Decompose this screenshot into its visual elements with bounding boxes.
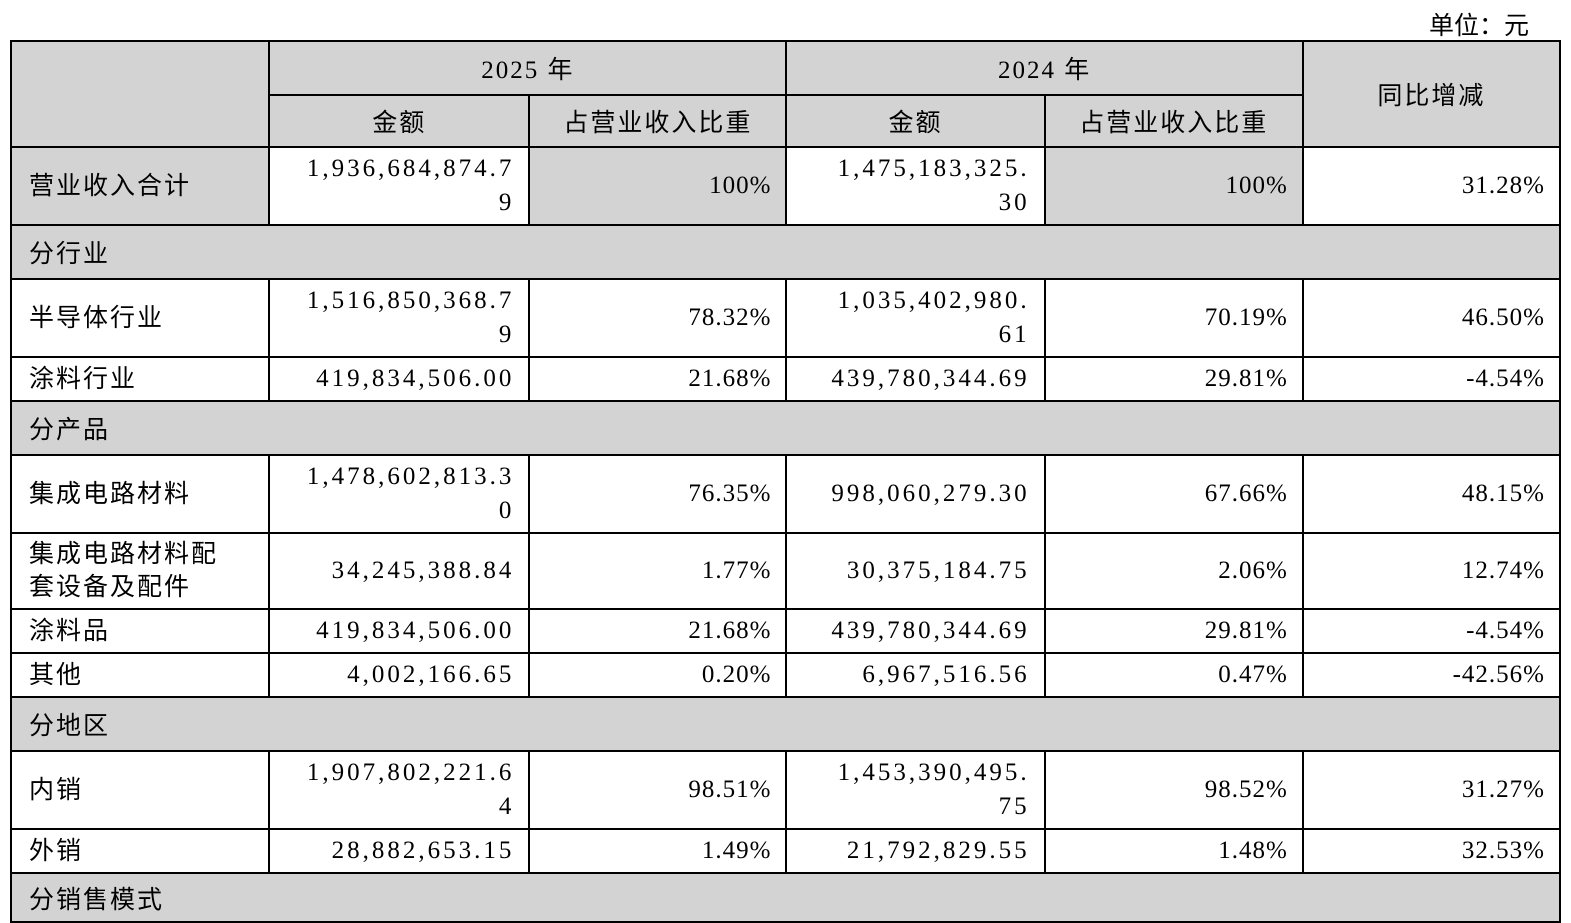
amount-2024: 30,375,184.75 (785, 532, 1046, 610)
share-2025: 21.68% (528, 356, 788, 402)
share-2024: 100% (1043, 146, 1304, 226)
share-2024: 70.19% (1043, 278, 1304, 358)
yoy-change: 48.15% (1301, 454, 1562, 534)
share-2025: 1.77% (528, 532, 788, 610)
row-label: 营业收入合计 (9, 146, 271, 226)
amount-2025: 1,907,802,221.64 (268, 750, 531, 830)
header-year-2025: 2025 年 (268, 40, 788, 96)
yoy-change: -4.54% (1301, 608, 1562, 654)
share-2024: 67.66% (1043, 454, 1304, 534)
amount-2024: 1,475,183,325.30 (785, 146, 1046, 226)
amount-2024: 439,780,344.69 (785, 356, 1046, 402)
section-title: 分销售模式 (10, 872, 1561, 923)
amount-2024: 998,060,279.30 (785, 454, 1046, 534)
share-2024: 29.81% (1043, 356, 1304, 402)
table-row-coatings-industry: 涂料行业 419,834,506.00 21.68% 439,780,344.6… (9, 356, 1562, 402)
share-2024: 98.52% (1043, 750, 1304, 830)
yoy-change: 12.74% (1301, 532, 1562, 610)
header-row-years: 2025 年 2024 年 同比增减 (9, 40, 1562, 148)
row-label: 半导体行业 (9, 278, 271, 358)
section-title: 分地区 (10, 696, 1561, 752)
amount-2024: 1,453,390,495.75 (785, 750, 1046, 830)
header-yoy-change: 同比增减 (1301, 40, 1562, 148)
header-amount-2025: 金额 (268, 94, 531, 148)
table-row-coating-products: 涂料品 419,834,506.00 21.68% 439,780,344.69… (9, 608, 1562, 654)
header-share-2025: 占营业收入比重 (528, 94, 788, 148)
amount-2025: 28,882,653.15 (268, 828, 531, 874)
section-title: 分产品 (10, 400, 1561, 456)
unit-label: 单位：元 (1428, 13, 1529, 40)
yoy-change: -4.54% (1301, 356, 1562, 402)
yoy-change: 31.28% (1301, 146, 1562, 226)
share-2025: 100% (528, 146, 788, 226)
section-row-by-industry: 分行业 (10, 224, 1561, 280)
share-2025: 21.68% (528, 608, 788, 654)
header-amount-2024: 金额 (785, 94, 1046, 148)
section-row-by-product: 分产品 (10, 400, 1561, 456)
row-label: 外销 (9, 828, 271, 874)
row-label: 内销 (9, 750, 271, 830)
row-label: 其他 (9, 652, 271, 698)
row-label: 涂料品 (9, 608, 271, 654)
share-2024: 1.48% (1043, 828, 1304, 874)
yoy-change: 32.53% (1301, 828, 1562, 874)
amount-2024: 21,792,829.55 (785, 828, 1046, 874)
amount-2024: 1,035,402,980.61 (785, 278, 1046, 358)
share-2025: 76.35% (528, 454, 788, 534)
revenue-breakdown-table: 2025 年 2024 年 同比增减 金额 占营业收入比重 金额 占营业收入比重… (9, 40, 1562, 923)
table-row-ic-materials: 集成电路材料 1,478,602,813.30 76.35% 998,060,2… (9, 454, 1562, 534)
section-row-by-sales-model: 分销售模式 (10, 872, 1561, 923)
table-row-export-sales: 外销 28,882,653.15 1.49% 21,792,829.55 1.4… (9, 828, 1562, 874)
amount-2024: 6,967,516.56 (785, 652, 1046, 698)
share-2025: 98.51% (528, 750, 788, 830)
header-empty-cell (9, 40, 271, 148)
header-year-2024: 2024 年 (785, 40, 1304, 96)
share-2025: 78.32% (528, 278, 788, 358)
amount-2025: 34,245,388.84 (268, 532, 531, 610)
share-2024: 0.47% (1043, 652, 1304, 698)
amount-2025: 419,834,506.00 (268, 608, 531, 654)
header-row-metrics: 金额 占营业收入比重 金额 占营业收入比重 (11, 94, 1560, 148)
row-label: 集成电路材料 (9, 454, 271, 534)
section-row-by-region: 分地区 (10, 696, 1561, 752)
amount-2024: 439,780,344.69 (785, 608, 1046, 654)
row-label: 涂料行业 (9, 356, 271, 402)
share-2024: 2.06% (1043, 532, 1304, 610)
table-row-others: 其他 4,002,166.65 0.20% 6,967,516.56 0.47%… (9, 652, 1562, 698)
amount-2025: 1,516,850,368.79 (268, 278, 531, 358)
amount-2025: 1,936,684,874.79 (268, 146, 531, 226)
row-label: 集成电路材料配套设备及配件 (9, 532, 271, 610)
section-title: 分行业 (10, 224, 1561, 280)
table-row-domestic-sales: 内销 1,907,802,221.64 98.51% 1,453,390,495… (9, 750, 1562, 830)
table-row-ic-equipment-accessories: 集成电路材料配套设备及配件 34,245,388.84 1.77% 30,375… (9, 532, 1562, 610)
share-2024: 29.81% (1043, 608, 1304, 654)
share-2025: 1.49% (528, 828, 788, 874)
table-row-semiconductor: 半导体行业 1,516,850,368.79 78.32% 1,035,402,… (9, 278, 1562, 358)
amount-2025: 1,478,602,813.30 (268, 454, 531, 534)
table-row-total-revenue: 营业收入合计 1,936,684,874.79 100% 1,475,183,3… (9, 146, 1562, 226)
yoy-change: -42.56% (1301, 652, 1562, 698)
amount-2025: 4,002,166.65 (268, 652, 531, 698)
yoy-change: 31.27% (1301, 750, 1562, 830)
amount-2025: 419,834,506.00 (268, 356, 531, 402)
yoy-change: 46.50% (1301, 278, 1562, 358)
header-share-2024: 占营业收入比重 (1043, 94, 1304, 148)
share-2025: 0.20% (528, 652, 788, 698)
